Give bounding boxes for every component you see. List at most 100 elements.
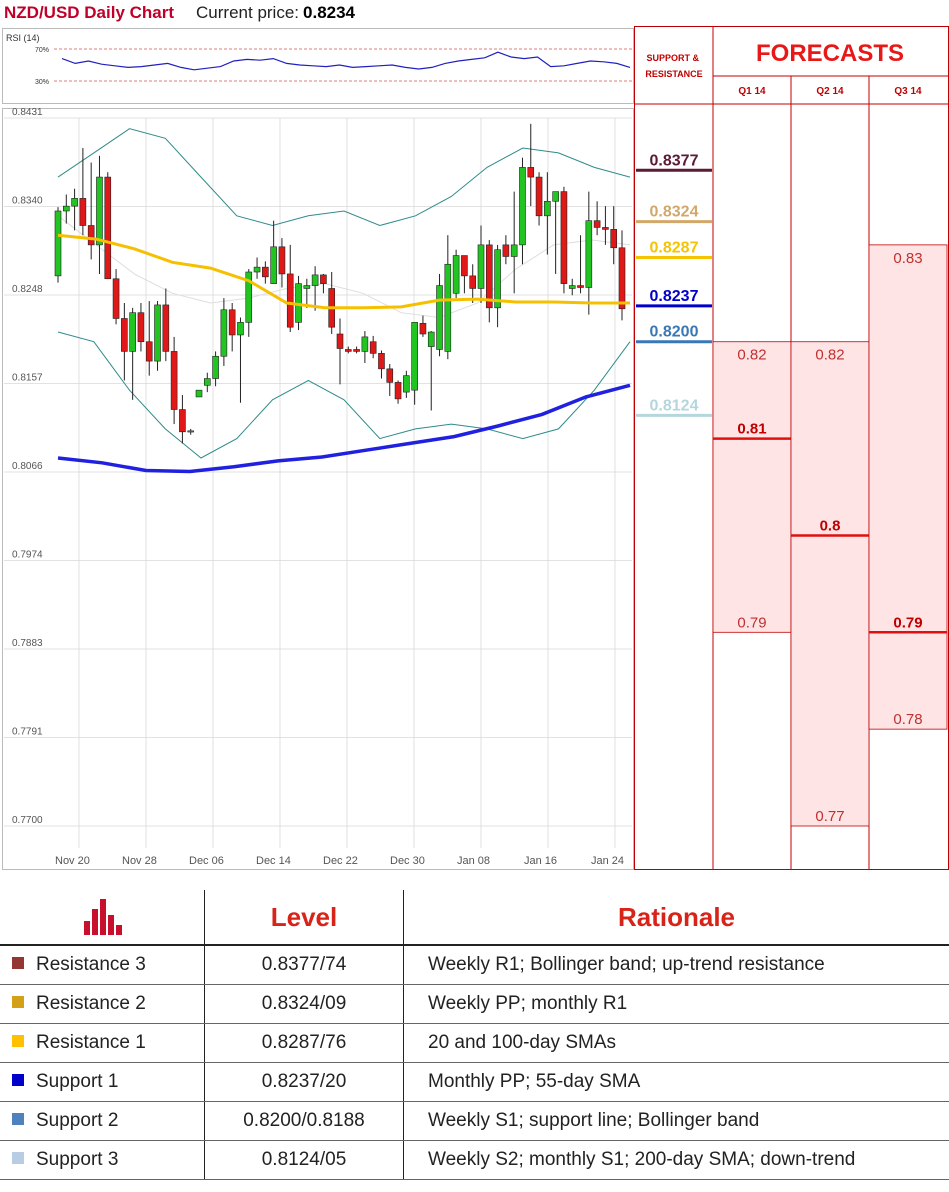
level-name-cell: Resistance 1 [0, 1023, 205, 1063]
level-value: 0.8324/09 [204, 984, 404, 1024]
candle-body [568, 285, 576, 289]
candle-body [162, 304, 170, 352]
level-name-cell: Support 1 [0, 1062, 205, 1102]
chart-title: NZD/USD Daily Chart [4, 3, 175, 22]
forecast-high-label: 0.82 [737, 347, 766, 364]
quarter-q3: Q3 14 [894, 86, 922, 97]
x-tick-label: Dec 30 [390, 855, 425, 867]
candle-body [618, 247, 626, 310]
candle-body [552, 191, 559, 202]
level-swatch [12, 1152, 24, 1164]
candle-body [469, 275, 477, 289]
candle-body [535, 176, 543, 217]
candle-body [344, 349, 352, 352]
y-tick-label: 0.8431 [12, 108, 43, 118]
y-tick-label: 0.8066 [12, 461, 43, 472]
forecast-median-label: 0.8 [820, 517, 841, 534]
candle-body [237, 322, 244, 336]
level-rationale: Weekly PP; monthly R1 [403, 984, 949, 1024]
candle-body [477, 244, 485, 289]
bollinger-upper-line [57, 128, 631, 227]
price-chart: 0.8431 0.8340 0.8248 0.8157 0.8066 0.7974 0.78… [2, 108, 634, 870]
candle-body [270, 246, 277, 284]
level-swatch [12, 1074, 24, 1086]
level-rationale: 20 and 100-day SMAs [403, 1023, 949, 1063]
candle-body [104, 176, 112, 280]
levels-table: Level Rationale Resistance 3 0.8377/74 Wee… [0, 890, 949, 1180]
candle-body [228, 309, 236, 336]
sr-label-line-2: RESISTANCE [645, 69, 702, 79]
level-value: 0.8124/05 [204, 1140, 404, 1180]
candle-body [253, 266, 261, 273]
candle-body [519, 167, 526, 246]
level-value: 0.8237/20 [204, 1062, 404, 1102]
level-name: Resistance 2 [36, 993, 146, 1014]
bar-chart-icon [82, 899, 122, 935]
candle-body [195, 389, 203, 398]
candle-body [444, 263, 452, 352]
icon-header [0, 890, 205, 946]
forecast-low-label: 0.79 [737, 614, 766, 631]
candle-body [610, 229, 618, 249]
candle-body [593, 220, 601, 228]
level-swatch [12, 957, 24, 969]
table-row: Resistance 1 0.8287/76 20 and 100-day SMAs [0, 1023, 949, 1063]
candle-body [527, 167, 535, 178]
axis-layer: 0.8431 0.8340 0.8248 0.8157 0.8066 0.7974 0.78… [12, 108, 624, 867]
sr-level-label: 0.8200 [650, 324, 699, 341]
candle-body [112, 278, 120, 319]
x-tick-label: Nov 20 [55, 855, 90, 867]
y-tick-label: 0.7700 [12, 815, 43, 826]
current-price: 0.8234 [303, 3, 356, 22]
grid-layer [4, 117, 632, 848]
table-row: Support 3 0.8124/05 Weekly S2; monthly S1;… [0, 1140, 949, 1180]
sr-label: SUPPORT & RESISTANCE [645, 53, 702, 79]
candle-body [121, 318, 128, 352]
x-tick-label: Jan 08 [457, 855, 490, 867]
sr-level-label: 0.8237 [650, 288, 699, 305]
level-rationale: Monthly PP; 55-day SMA [403, 1062, 949, 1102]
levels-body: Resistance 3 0.8377/74 Weekly R1; Bollinge… [0, 945, 949, 1180]
candle-body [494, 249, 501, 309]
level-name: Resistance 1 [36, 1032, 146, 1053]
level-swatch [12, 996, 24, 1008]
candle-body [411, 322, 418, 391]
level-rationale: Weekly S1; support line; Bollinger band [403, 1101, 949, 1141]
level-header: Level [204, 890, 404, 946]
bollinger-layer [57, 128, 631, 459]
candle-body [560, 191, 568, 284]
rsi-line [61, 51, 631, 71]
candle-body [154, 304, 161, 362]
candle-body [54, 210, 62, 277]
table-row: Support 2 0.8200/0.8188 Weekly S1; support… [0, 1101, 949, 1141]
level-name-cell: Resistance 2 [0, 984, 205, 1024]
candle-body [96, 176, 103, 246]
x-tick-label: Dec 22 [323, 855, 358, 867]
bollinger-lower-line [57, 331, 631, 459]
y-tick-label: 0.7974 [12, 550, 43, 561]
bollinger-mid-line [57, 215, 631, 319]
level-name-cell: Resistance 3 [0, 945, 205, 985]
candle-body [336, 333, 344, 349]
candle-body [220, 309, 228, 357]
rsi-line-group [61, 51, 631, 71]
forecast-low-label: 0.77 [815, 808, 844, 825]
level-name: Support 3 [36, 1149, 119, 1170]
candle-body [502, 244, 510, 257]
candle-body [485, 244, 493, 309]
candle-body [303, 285, 311, 289]
level-value: 0.8287/76 [204, 1023, 404, 1063]
candle-body [419, 323, 427, 335]
y-tick-label: 0.7791 [12, 727, 43, 738]
candle-body [187, 430, 195, 433]
candle-body [427, 331, 435, 347]
x-tick-label: Jan 24 [591, 855, 624, 867]
x-tick-label: Jan 16 [524, 855, 557, 867]
y-tick-label: 0.8157 [12, 373, 43, 384]
sr-level-label: 0.8287 [650, 239, 699, 256]
y-tick-label: 0.7883 [12, 638, 43, 649]
candle-layer [54, 123, 626, 444]
candle-body [170, 351, 178, 410]
sma-yellow-line [57, 233, 630, 310]
forecast-high-label: 0.83 [893, 250, 922, 267]
